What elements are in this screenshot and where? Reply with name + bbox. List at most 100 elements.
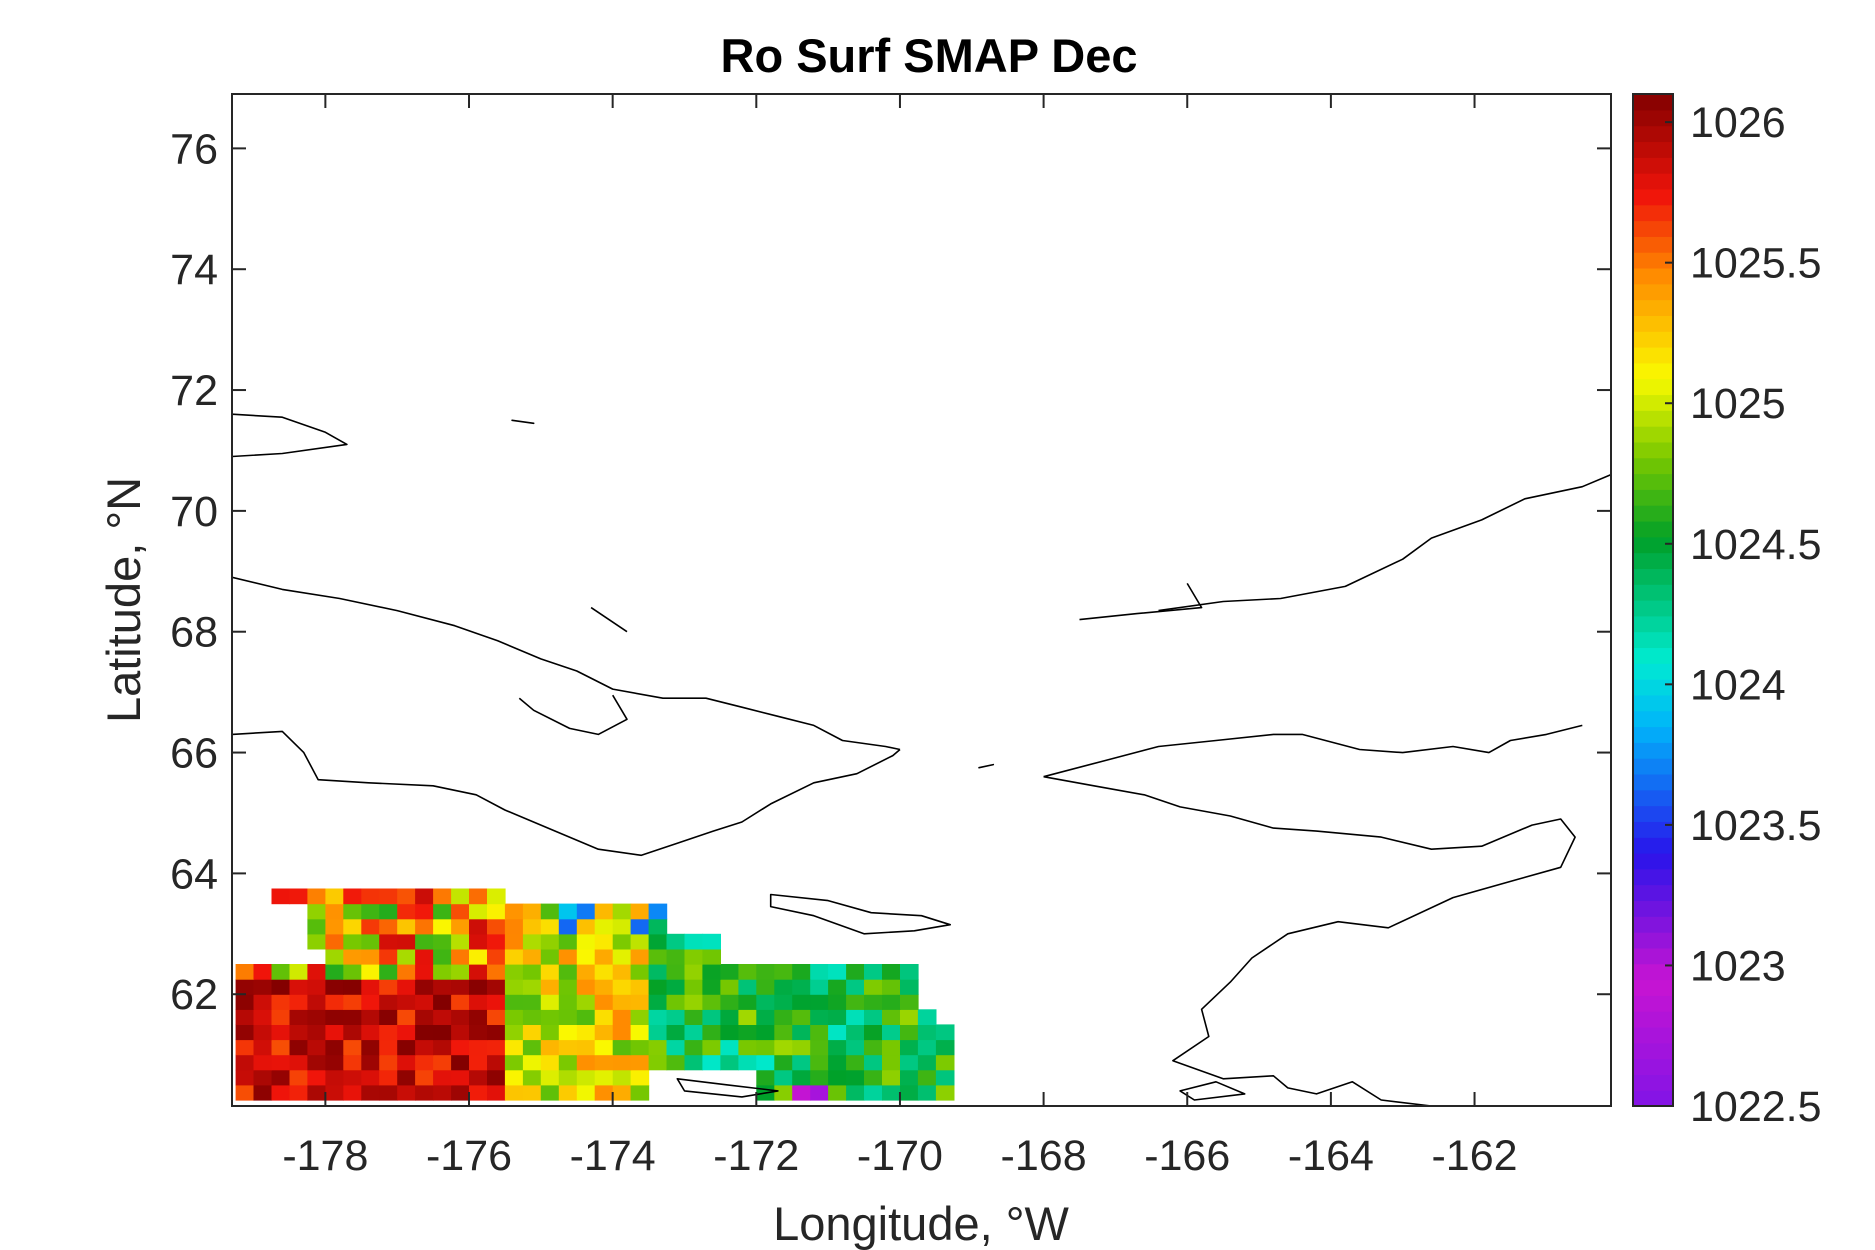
heatmap-cell [433, 888, 452, 905]
heatmap-cell [738, 1024, 757, 1041]
heatmap-cell [882, 1054, 901, 1071]
colorbar-scale [1633, 94, 1673, 1107]
heatmap-cell [451, 903, 470, 920]
x-tick-label: -162 [1431, 1132, 1517, 1180]
heatmap-cell [504, 1069, 524, 1086]
heatmap-cell [630, 918, 650, 935]
heatmap-cell [846, 994, 865, 1010]
heatmap-cell [469, 888, 488, 905]
heatmap-cell [325, 933, 344, 950]
heatmap-cell [271, 1024, 291, 1041]
heatmap-cell [379, 994, 398, 1010]
heatmap-cell [612, 1039, 632, 1056]
heatmap-cell [738, 1009, 757, 1025]
heatmap-cell [684, 933, 704, 950]
heatmap-cell [738, 1039, 757, 1056]
colorbar-swatch [1633, 916, 1673, 933]
colorbar-swatch [1633, 236, 1673, 253]
heatmap-cell [504, 1039, 524, 1056]
heatmap-cell [540, 948, 560, 965]
heatmap-cell [235, 1084, 255, 1101]
heatmap-cell [504, 918, 524, 935]
heatmap-cell [540, 903, 560, 920]
heatmap-cell [289, 1009, 309, 1025]
heatmap-cell [397, 1054, 416, 1071]
heatmap-cell [828, 1039, 847, 1056]
heatmap-cell [630, 948, 650, 965]
colorbar-swatch [1633, 947, 1673, 965]
heatmap-cell [828, 1009, 847, 1025]
heatmap-cell [882, 979, 901, 995]
colorbar-swatch [1633, 679, 1673, 696]
plot-area: -178 -176 -174 -172 -170 -168 -166 -164 -162 626… [170, 93, 1612, 1180]
heatmap-cell [433, 979, 452, 995]
heatmap-cell [397, 979, 416, 995]
heatmap-cell [774, 1039, 793, 1056]
heatmap-cell [307, 964, 326, 980]
heatmap-cell [379, 1084, 398, 1101]
heatmap-cell [612, 994, 632, 1010]
heatmap-cell [235, 1009, 255, 1025]
heatmap-cell [487, 964, 506, 980]
heatmap-cell [469, 933, 488, 950]
heatmap-cell [630, 1009, 650, 1025]
heatmap-cell [469, 964, 488, 980]
colorbar-swatch [1633, 821, 1673, 838]
heatmap-cell [307, 933, 326, 950]
heatmap-cell [415, 1069, 434, 1086]
heatmap-cell [774, 994, 793, 1010]
x-tick-label: -166 [1144, 1132, 1230, 1180]
colorbar-swatch [1633, 995, 1673, 1012]
heatmap-cell [487, 1069, 506, 1086]
heatmap-cell [846, 1054, 865, 1071]
heatmap-cell [666, 1054, 686, 1071]
x-tick-label: -178 [282, 1132, 368, 1180]
colorbar-swatch [1633, 552, 1673, 569]
heatmap-cell [361, 994, 380, 1010]
heatmap-cell [846, 1069, 865, 1086]
heatmap-cell [379, 933, 398, 950]
heatmap-cell [612, 1009, 632, 1025]
heatmap-cell [540, 979, 560, 995]
heatmap-cell [343, 994, 362, 1010]
heatmap-cell [289, 888, 309, 905]
heatmap-cell [451, 948, 470, 965]
heatmap-cell [630, 994, 650, 1010]
heatmap-cell [576, 918, 596, 935]
heatmap-cell [379, 1069, 398, 1086]
coastline-segment [518, 694, 628, 736]
heatmap-cell [828, 1054, 847, 1071]
heatmap-cell [271, 1069, 291, 1086]
heatmap-cell [253, 1084, 273, 1101]
heatmap-cell [415, 1024, 434, 1041]
colorbar-swatch [1633, 979, 1673, 996]
heatmap-cell [810, 1054, 829, 1071]
heatmap-cell [415, 1039, 434, 1056]
heatmap-cell [864, 1024, 883, 1041]
heatmap-cell [864, 1069, 883, 1086]
colorbar-swatch [1633, 1011, 1673, 1028]
heatmap-cell [307, 1084, 326, 1101]
heatmap-cell [594, 1009, 614, 1025]
heatmap-cell [684, 1054, 704, 1071]
heatmap-cell [325, 918, 344, 935]
heatmap-cell [648, 933, 668, 950]
heatmap-cell [235, 979, 255, 995]
heatmap-cell [379, 903, 398, 920]
heatmap-cell [594, 1039, 614, 1056]
heatmap-cell [469, 1009, 488, 1025]
heatmap-cell [522, 1084, 542, 1101]
heatmap-cell [433, 1069, 452, 1086]
heatmap-cell [738, 979, 757, 995]
island-outline [1179, 1081, 1246, 1101]
heatmap-cell [792, 1084, 811, 1101]
colorbar-swatch [1633, 726, 1673, 743]
heatmap-cell [576, 903, 596, 920]
heatmap-cell [576, 1069, 596, 1086]
heatmap-cell [846, 964, 865, 980]
heatmap-cell [307, 979, 326, 995]
heatmap-cell [828, 1084, 847, 1101]
heatmap-cell [648, 964, 668, 980]
heatmap-cell [666, 1009, 686, 1025]
